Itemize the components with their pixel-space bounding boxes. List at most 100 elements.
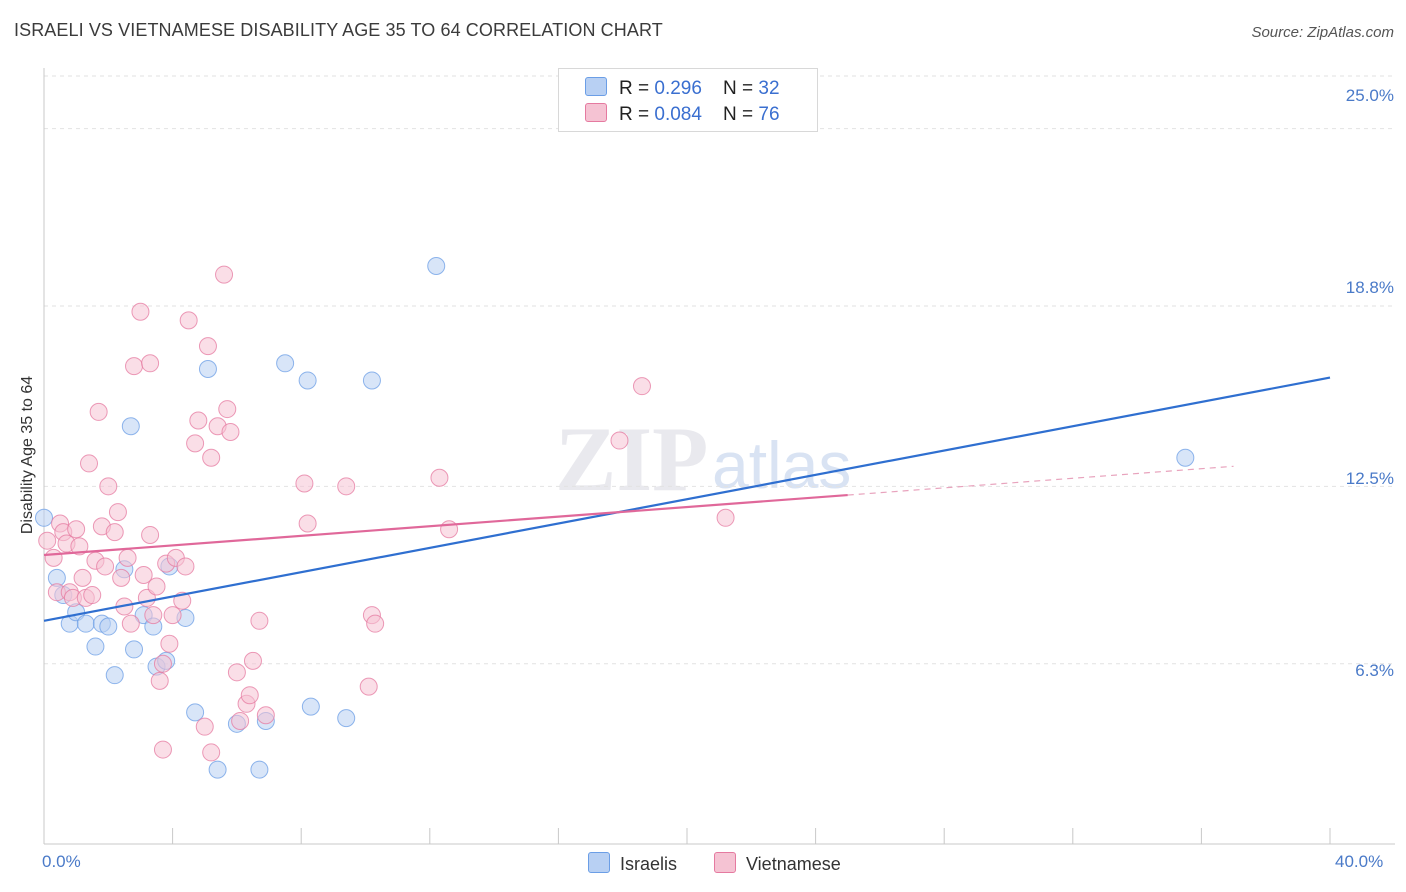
point-vietnamese xyxy=(218,400,237,419)
watermark-zip: ZIP xyxy=(555,408,708,510)
legend-r-value: 0.296 xyxy=(654,78,702,99)
legend-swatch-israelis xyxy=(585,77,607,96)
point-vietnamese xyxy=(105,523,124,542)
point-vietnamese xyxy=(141,525,160,544)
point-vietnamese xyxy=(131,302,150,321)
point-vietnamese xyxy=(73,568,92,587)
chart-title: ISRAELI VS VIETNAMESE DISABILITY AGE 35 … xyxy=(14,20,663,40)
bottom-legend-israelis: Israelis xyxy=(588,852,677,875)
point-israelis xyxy=(298,371,317,390)
point-israelis xyxy=(337,709,356,728)
point-vietnamese xyxy=(153,654,172,673)
bottom-legend-label: Israelis xyxy=(620,854,678,874)
point-israelis xyxy=(35,508,53,527)
point-vietnamese xyxy=(243,651,262,670)
point-israelis xyxy=(427,256,446,275)
legend-row-israelis: R = 0.296 N = 32 xyxy=(585,77,780,99)
point-vietnamese xyxy=(99,477,118,496)
point-vietnamese xyxy=(716,508,735,527)
point-vietnamese xyxy=(70,537,89,556)
point-vietnamese xyxy=(221,422,240,441)
point-vietnamese xyxy=(118,548,137,567)
point-vietnamese xyxy=(256,706,275,725)
point-israelis xyxy=(121,417,140,436)
point-vietnamese xyxy=(96,557,115,576)
point-vietnamese xyxy=(215,265,234,284)
point-vietnamese xyxy=(240,686,259,705)
point-israelis xyxy=(86,637,105,656)
point-vietnamese xyxy=(144,606,163,625)
point-vietnamese xyxy=(160,634,179,653)
point-israelis xyxy=(362,371,381,390)
bottom-legend-swatch-vietnamese xyxy=(714,852,736,873)
trend-line-vietnamese-extension xyxy=(847,465,1234,496)
point-vietnamese xyxy=(141,354,160,373)
point-israelis xyxy=(186,703,205,722)
correlation-legend: R = 0.296 N = 32 R = 0.084 N = 76 xyxy=(558,68,818,132)
legend-swatch-vietnamese xyxy=(585,103,607,122)
point-vietnamese xyxy=(337,477,356,496)
point-vietnamese xyxy=(231,711,250,730)
point-vietnamese xyxy=(150,671,169,690)
point-vietnamese xyxy=(38,531,57,550)
point-vietnamese xyxy=(430,468,449,487)
point-vietnamese xyxy=(295,474,314,493)
y-tick-6-3: 6.3% xyxy=(1355,661,1394,680)
point-israelis xyxy=(250,760,269,779)
point-vietnamese xyxy=(176,557,195,576)
point-israelis xyxy=(76,614,95,633)
point-vietnamese xyxy=(108,503,127,522)
point-israelis xyxy=(99,617,118,636)
legend-r-value: 0.084 xyxy=(654,104,702,125)
legend-r-label: R = xyxy=(619,78,655,99)
bottom-legend-label: Vietnamese xyxy=(746,854,841,874)
point-vietnamese xyxy=(186,434,205,453)
point-vietnamese xyxy=(227,663,246,682)
point-vietnamese xyxy=(610,431,629,450)
point-vietnamese xyxy=(366,614,385,633)
point-israelis xyxy=(105,666,124,685)
y-tick-18-8: 18.8% xyxy=(1345,278,1394,297)
bottom-legend-swatch-israelis xyxy=(588,852,610,873)
point-vietnamese xyxy=(44,548,63,567)
x-tick-0: 0.0% xyxy=(42,852,81,871)
point-israelis xyxy=(198,360,217,379)
point-vietnamese xyxy=(153,740,172,759)
point-vietnamese xyxy=(163,606,182,625)
point-vietnamese xyxy=(202,448,221,467)
point-vietnamese xyxy=(189,411,208,430)
bottom-legend-vietnamese: Vietnamese xyxy=(714,852,841,875)
point-vietnamese xyxy=(359,677,378,696)
point-vietnamese xyxy=(121,614,140,633)
point-vietnamese xyxy=(67,520,86,539)
point-vietnamese xyxy=(112,568,131,587)
point-israelis xyxy=(208,760,227,779)
point-vietnamese xyxy=(198,337,217,356)
point-vietnamese xyxy=(250,611,269,630)
point-vietnamese xyxy=(202,743,221,762)
point-israelis xyxy=(301,697,320,716)
point-vietnamese xyxy=(89,402,108,421)
legend-r-label: R = xyxy=(619,104,655,125)
point-vietnamese xyxy=(179,311,198,330)
legend-n-value: 76 xyxy=(758,104,780,125)
legend-n-label: N = xyxy=(723,104,759,125)
point-vietnamese xyxy=(195,717,214,736)
y-tick-12-5: 12.5% xyxy=(1345,469,1394,488)
y-tick-25: 25.0% xyxy=(1345,86,1394,105)
x-tick-40: 40.0% xyxy=(1335,852,1384,871)
legend-row-vietnamese: R = 0.084 N = 76 xyxy=(585,103,780,125)
point-vietnamese xyxy=(134,566,153,585)
point-vietnamese xyxy=(147,577,166,596)
point-israelis xyxy=(1176,448,1195,467)
point-israelis xyxy=(276,354,295,373)
point-israelis xyxy=(125,640,144,659)
chart-source: Source: ZipAtlas.com xyxy=(1251,24,1394,41)
point-vietnamese xyxy=(83,586,102,605)
trend-line-israelis xyxy=(43,376,1331,622)
point-vietnamese xyxy=(632,377,651,396)
point-vietnamese xyxy=(125,357,144,376)
legend-n-value: 32 xyxy=(758,78,780,99)
point-vietnamese xyxy=(298,514,317,533)
